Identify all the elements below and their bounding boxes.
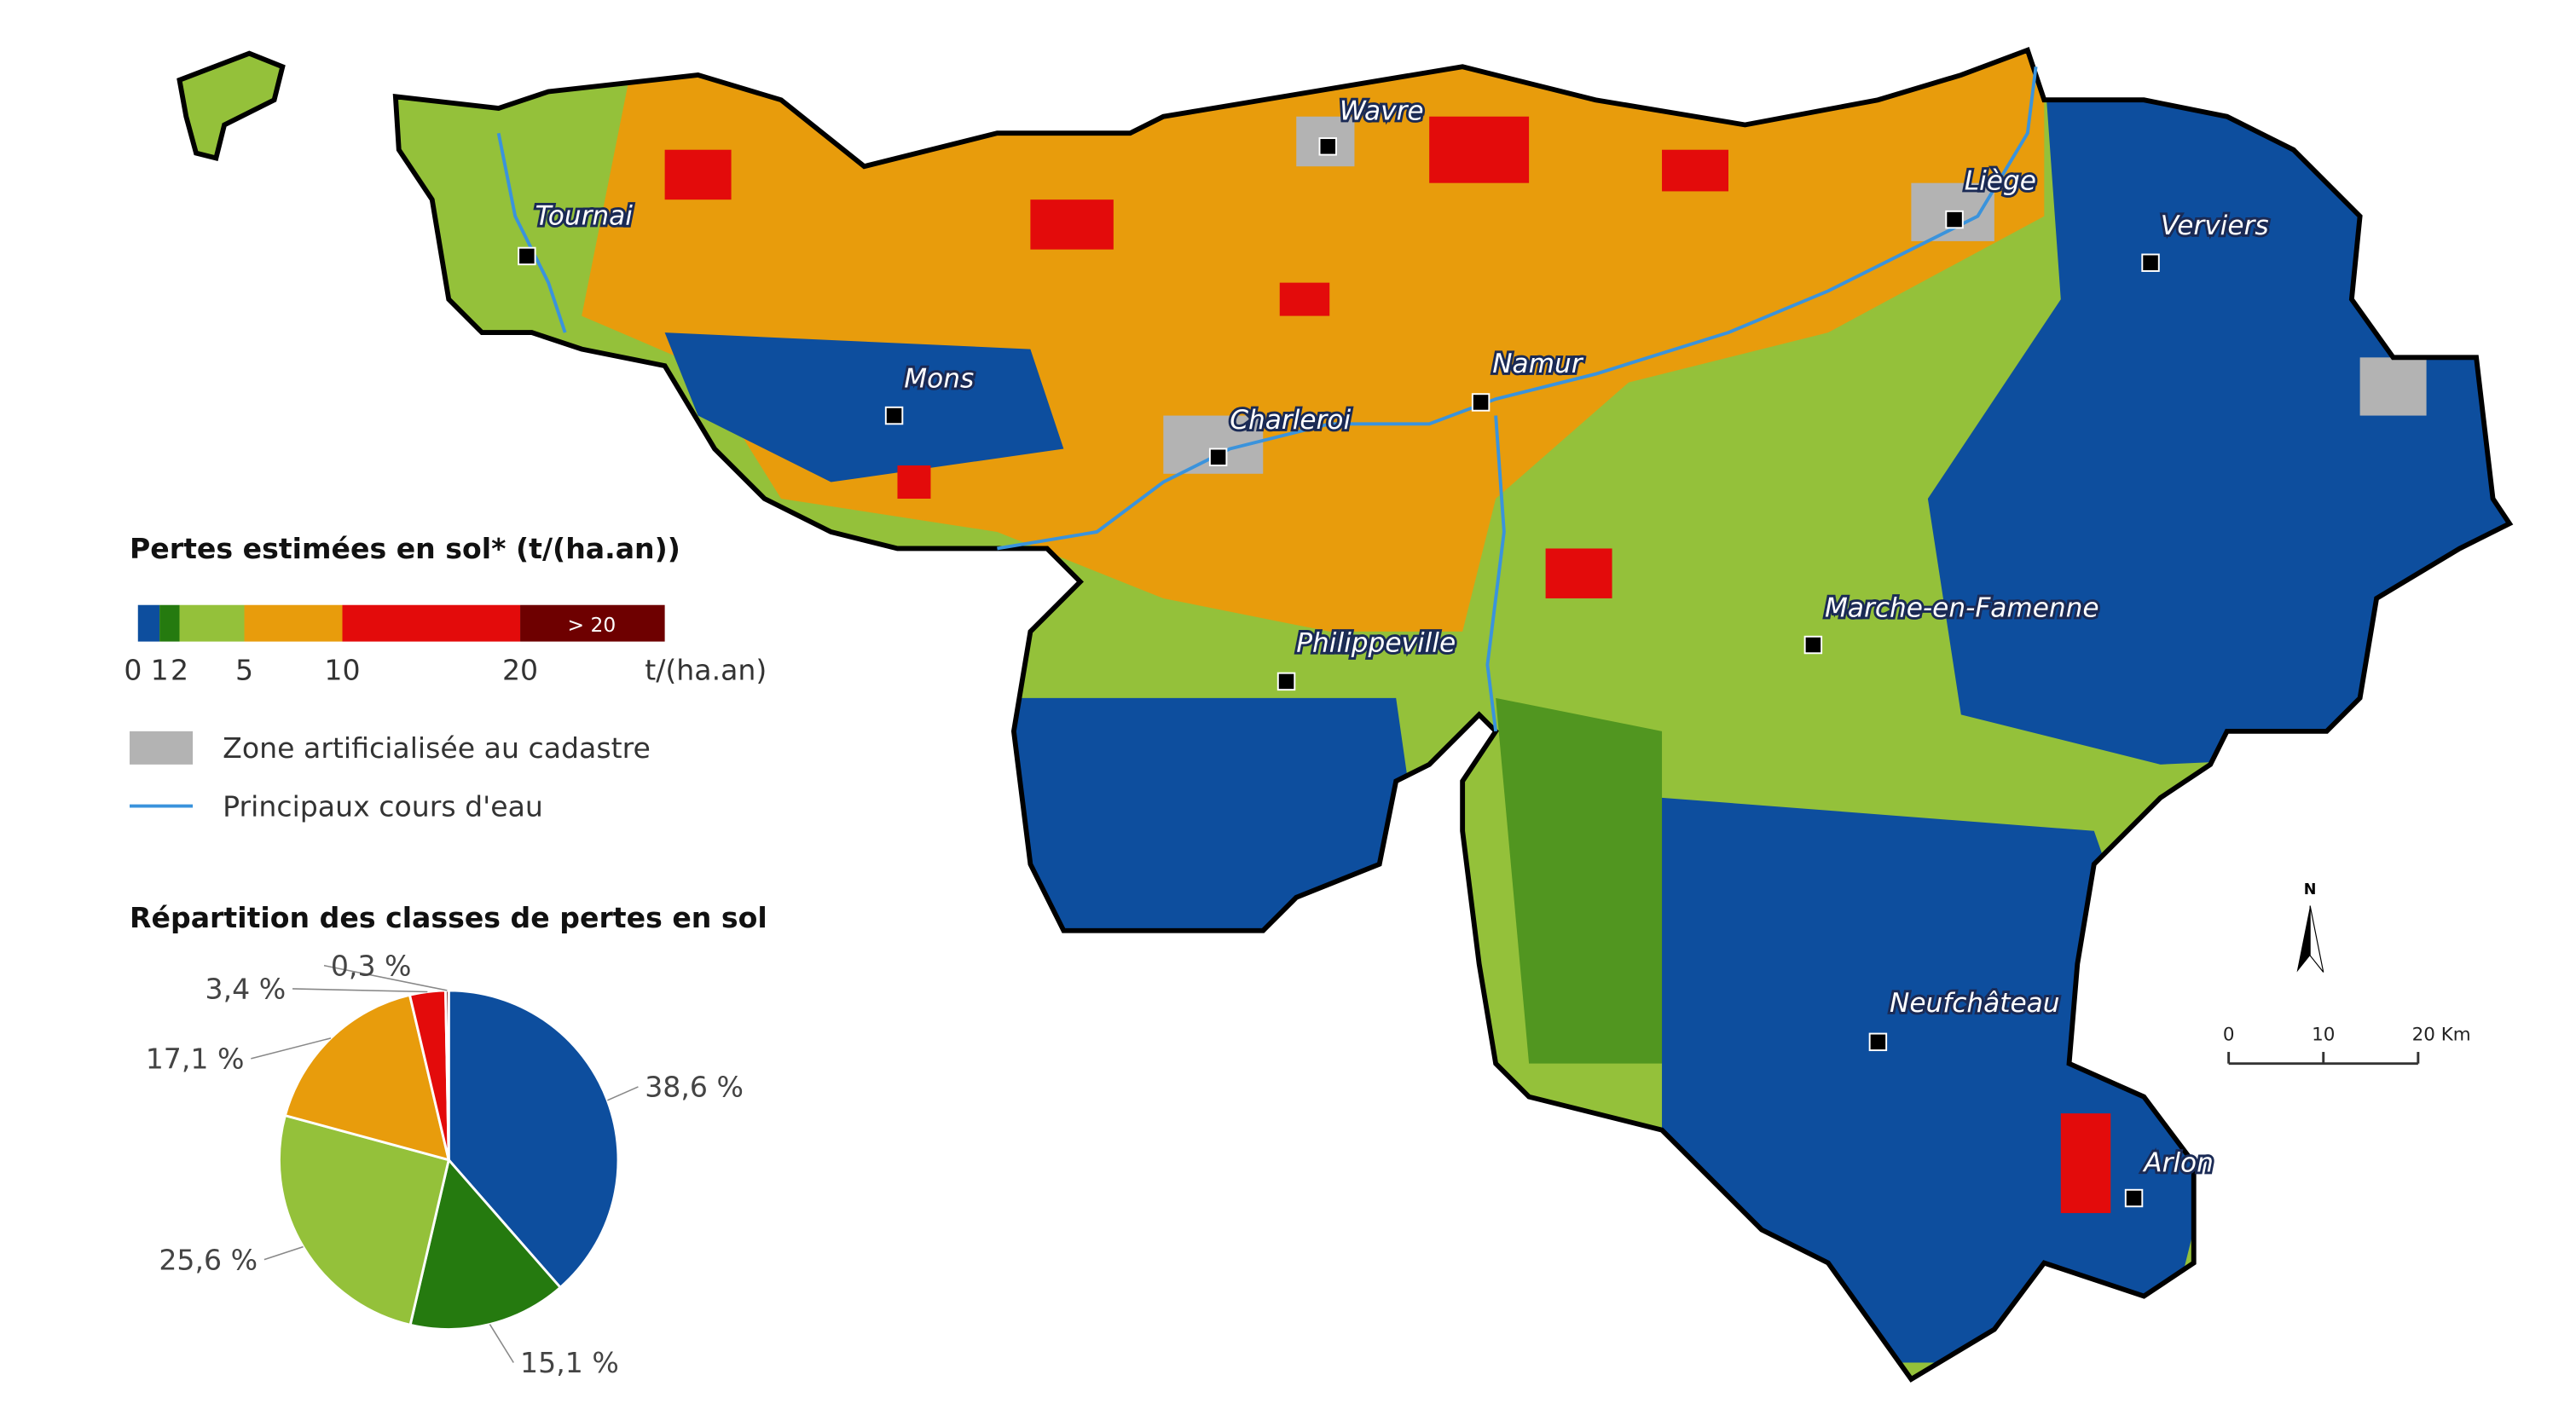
leader-line [489,1324,514,1363]
scale-segment [244,604,343,642]
city-marker [1868,1032,1888,1052]
scale-tick-label: 10 [324,653,360,686]
scale-tick-label: 20 [502,653,538,686]
scale-segment [159,604,180,642]
legend-label: Principaux cours d'eau [223,789,543,823]
scale-tick-label: 5 [235,653,253,686]
city-label: Charleroi [1230,405,1351,436]
city-label: Liège [1965,165,2036,196]
pie-label: 25,6 % [159,1243,258,1276]
river [1485,415,1506,732]
city-label: Verviers [2161,211,2269,241]
city-label: Neufchâteau [1890,988,2059,1019]
north-arrow: N [2296,881,2324,973]
city-marker [1945,210,1964,229]
city-label: Marche-en-Famenne [1825,592,2099,623]
scale-unit: t/(ha.an) [645,653,767,686]
scale-segment [137,604,160,642]
city-label: Mons [904,363,974,394]
city-label: Namur [1492,349,1584,379]
pie-title: Répartition des classes de pertes en sol [130,901,767,934]
legend-label: Zone artificialisée au cadastre [223,731,651,765]
enclave [177,50,286,161]
pie-label: 17,1 % [146,1043,245,1076]
city-label: Philippeville [1296,627,1456,658]
city-label: Arlon [2142,1147,2214,1178]
city-marker [884,406,904,425]
city-marker [2124,1188,2144,1208]
leader-line [251,1037,332,1060]
pie-slice [408,1157,563,1331]
pie-label: 0,3 % [331,949,412,982]
pie-label: 38,6 % [645,1071,744,1104]
city-marker [1318,137,1337,156]
city-label: Tournai [535,200,634,231]
scale-bar-label: 0 [2223,1024,2235,1045]
leader-line [263,1245,304,1261]
city-marker [1208,448,1228,466]
scale-segment [342,604,521,642]
legend-title: Pertes estimées en sol* (t/(ha.an)) [130,532,680,565]
pie-slice [447,989,620,1290]
north-label: N [2304,881,2317,898]
pie-label: 15,1 % [520,1346,619,1379]
pie-slice [283,993,451,1162]
city-marker [1471,393,1491,412]
city-marker [2141,253,2160,272]
scale-bar-label: 10 [2312,1024,2335,1045]
city-marker [518,246,536,266]
scale-tick-label: 1 [151,653,169,686]
pie-label: 3,4 % [206,973,287,1006]
city-label: Wavre [1340,96,1424,127]
scale-tick-label: 2 [171,653,188,686]
river [997,66,2038,551]
leader-line [607,1086,639,1101]
city-marker [1276,672,1296,691]
leader-line [323,964,448,991]
city-marker [1803,635,1823,655]
leader-line [292,988,428,993]
pie-slice [278,1113,450,1327]
scale-label: > 20 [567,613,616,637]
scale-tick-label: 0 [124,653,142,686]
scale-bar-label: 20 Km [2412,1024,2471,1045]
scale-segment [179,604,245,642]
legend-swatch [130,731,194,765]
scale-segment [520,604,665,642]
